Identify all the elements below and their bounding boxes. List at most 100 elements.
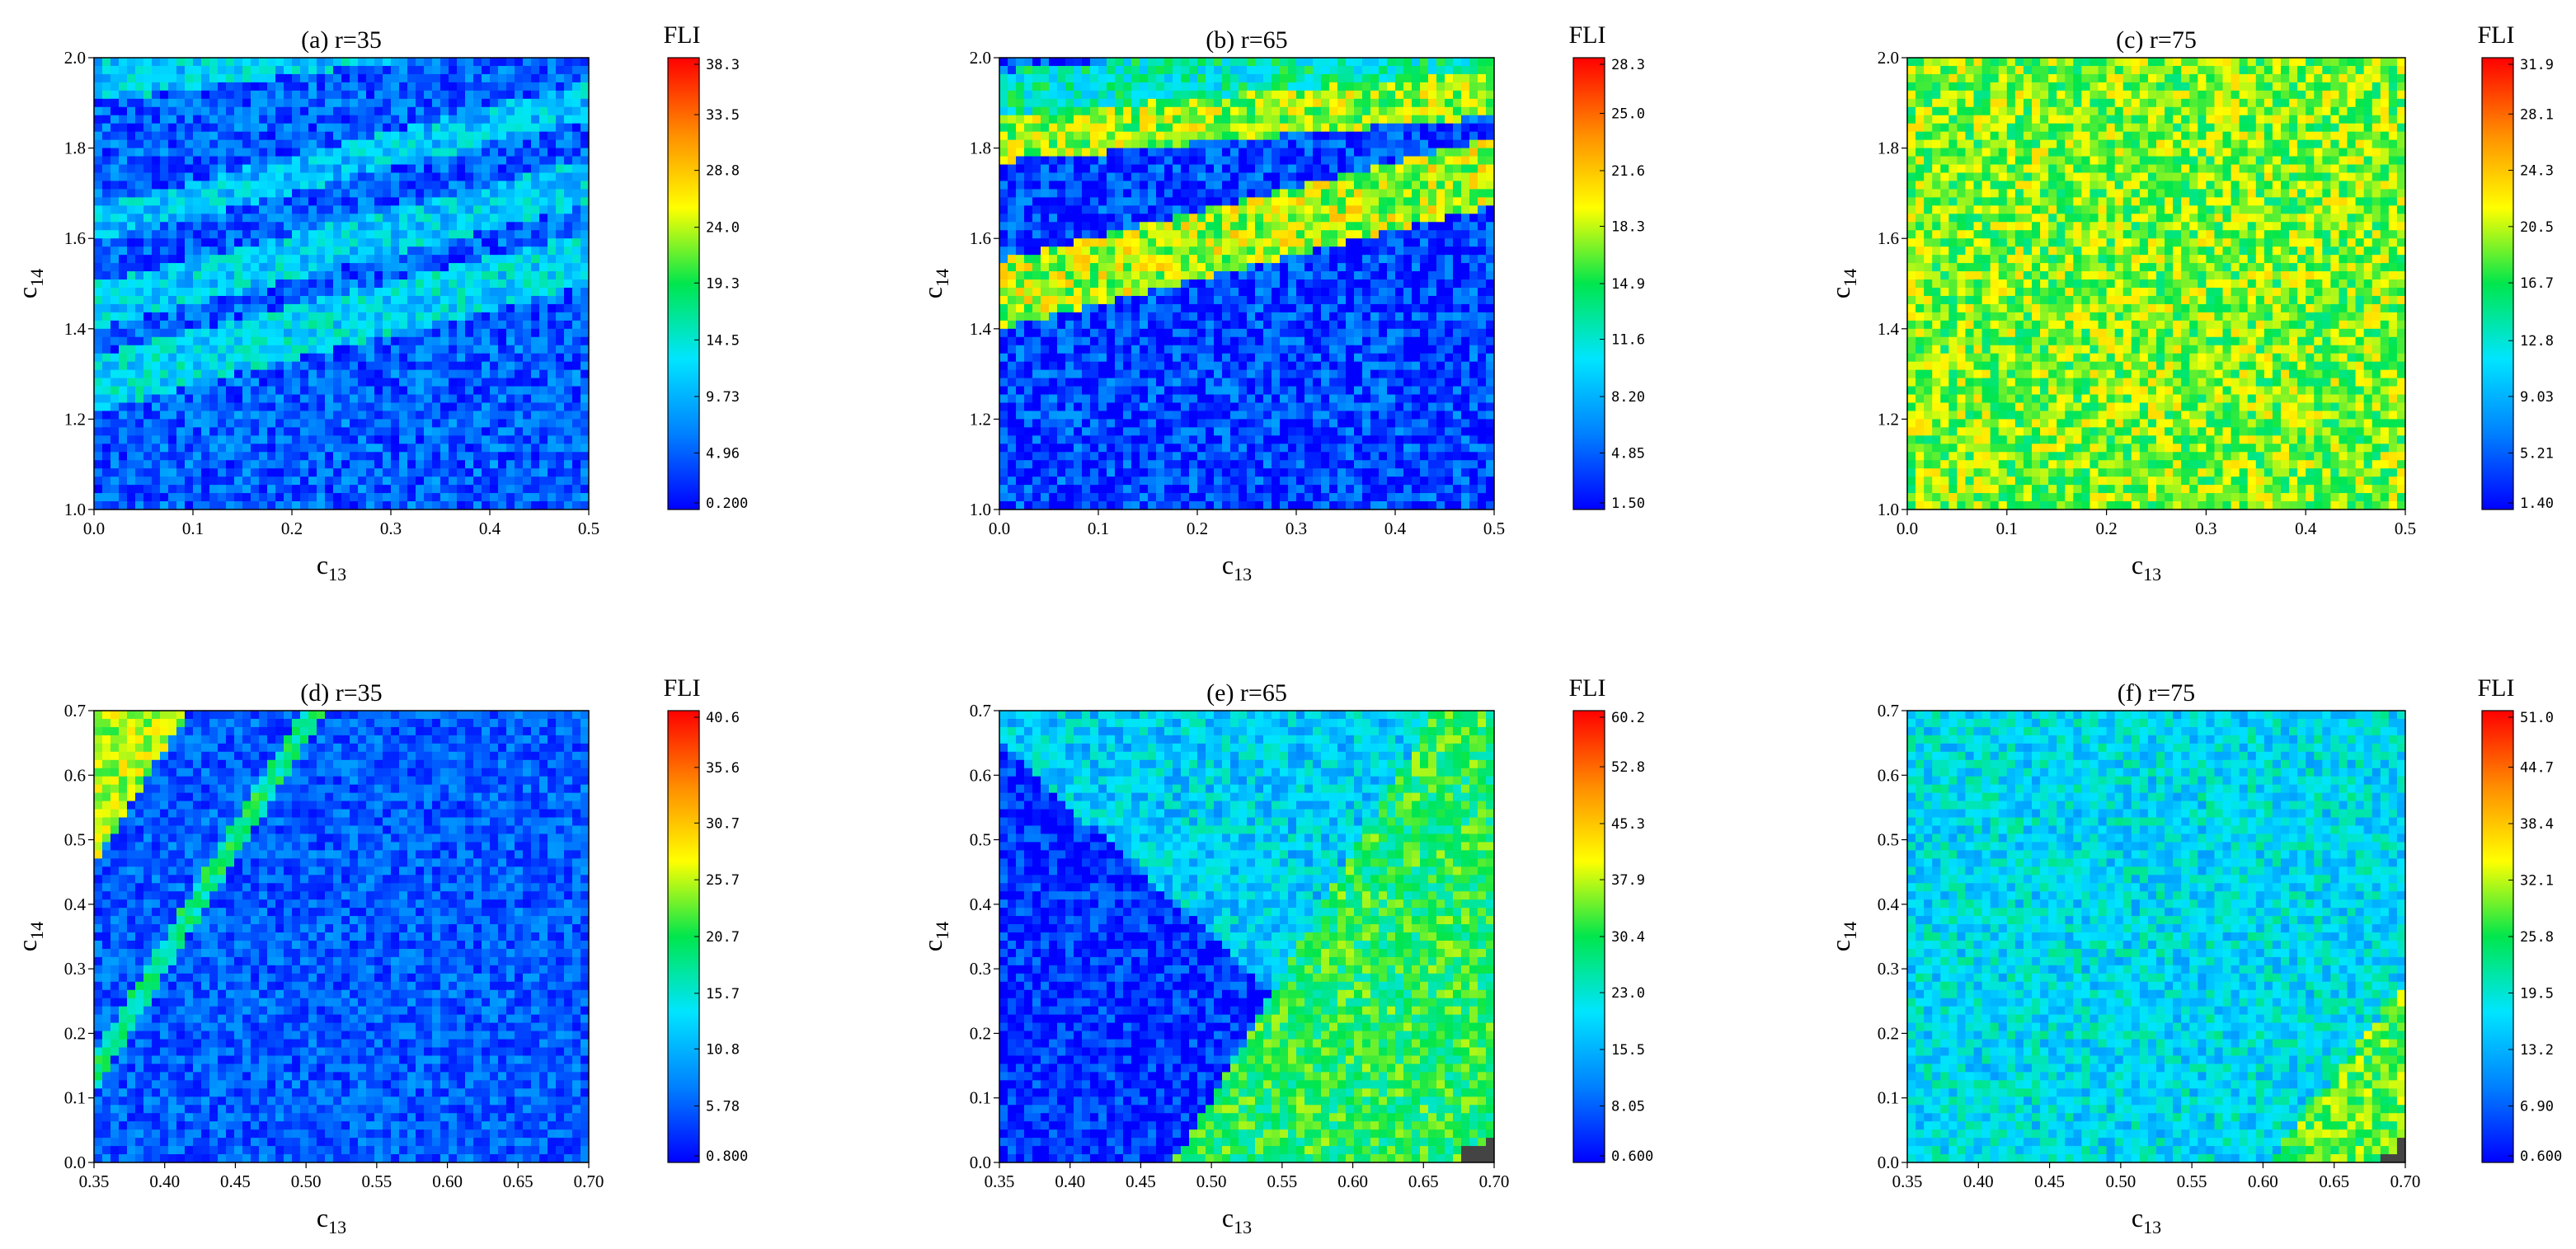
heatmap-cell [1148,402,1157,412]
heatmap-cell [399,106,408,116]
heatmap-cell [449,65,458,75]
heatmap-cell [1008,427,1017,436]
heatmap-cell [308,287,317,297]
x-tick-label: 0.0 [83,519,105,538]
heatmap-cell [317,468,326,477]
heatmap-cell [490,255,499,264]
heatmap-cell [374,65,383,75]
heatmap-cell [317,353,326,363]
heatmap-cell [1115,65,1124,75]
heatmap-cell [473,485,482,494]
heatmap-cell [1115,230,1124,239]
heatmap-cell [531,156,540,166]
heatmap-cell [449,361,458,371]
heatmap-cell [556,279,565,289]
heatmap-cell [564,402,573,412]
heatmap-cell [416,82,425,92]
heatmap-cell [259,73,268,83]
heatmap-cell [399,238,408,247]
heatmap-cell [1115,58,1124,67]
heatmap-cell [110,287,120,297]
heatmap-cell [176,181,186,190]
heatmap-cell [185,197,194,206]
heatmap-cell [1197,222,1206,231]
heatmap-cell [383,378,392,387]
heatmap-cell [1239,164,1248,174]
heatmap-cell [325,460,334,469]
heatmap-cell [407,73,416,83]
heatmap-cell [432,197,441,206]
heatmap-cell [1032,205,1041,214]
heatmap-cell [449,271,458,280]
heatmap-cell [1115,156,1124,166]
heatmap-cell [317,485,326,494]
heatmap-cell [440,460,449,469]
heatmap-cell [1074,345,1083,355]
heatmap-cell [350,320,359,330]
heatmap-cell [457,427,466,436]
heatmap-cell [358,444,367,453]
heatmap-cell [515,411,524,420]
heatmap-cell [1206,58,1215,67]
heatmap-cell [416,353,425,363]
heatmap-cell [383,123,392,133]
heatmap-cell [1181,287,1190,297]
heatmap-cell [168,255,177,264]
heatmap-cell [1074,303,1083,313]
heatmap-cell [449,58,458,67]
heatmap-cell [300,214,309,223]
heatmap-cell [1107,460,1116,469]
heatmap-cell [1057,222,1066,231]
heatmap-cell [465,82,474,92]
heatmap-cell [490,263,499,272]
heatmap-cell [1032,411,1041,420]
heatmap-cell [1090,287,1099,297]
heatmap-cell [300,106,309,116]
heatmap-cell [308,452,317,461]
heatmap-cell [1239,90,1248,100]
heatmap-cell [1115,501,1124,509]
heatmap-cell [482,394,491,404]
heatmap-cell [498,65,507,75]
heatmap-cell [308,336,317,346]
heatmap-cell [1008,402,1017,412]
heatmap-cell [416,197,425,206]
heatmap-cell [160,394,169,404]
heatmap-cell [1024,82,1033,92]
heatmap-cell [490,394,499,404]
heatmap-cell [1206,230,1215,239]
heatmap-cell [1148,328,1157,338]
heatmap-cell [506,214,515,223]
heatmap-cell [999,172,1008,182]
heatmap-cell [201,148,210,157]
heatmap-cell [1131,427,1140,436]
heatmap-cell [482,353,491,363]
heatmap-cell [242,271,251,280]
heatmap-cell [102,435,111,444]
heatmap-cell [383,411,392,420]
heatmap-cell [999,82,1008,92]
heatmap-cell [234,172,243,182]
heatmap-cell [152,303,161,313]
heatmap-cell [473,345,482,355]
heatmap-cell [1173,493,1182,502]
heatmap-cell [1131,172,1140,182]
heatmap-cell [317,452,326,461]
heatmap-cell [490,477,499,486]
heatmap-cell [572,287,581,297]
heatmap-cell [432,402,441,412]
heatmap-cell [1230,353,1239,363]
heatmap-cell [465,279,474,289]
heatmap-cell [160,386,169,396]
heatmap-cell [383,320,392,330]
heatmap-cell [1057,303,1066,313]
heatmap-cell [176,378,186,387]
heatmap-cell [1016,444,1025,453]
heatmap-cell [1123,58,1132,67]
heatmap-cell [449,90,458,100]
heatmap-cell [1222,444,1231,453]
heatmap-cell [201,189,210,198]
heatmap-cell [1057,139,1066,149]
heatmap-cell [143,468,153,477]
heatmap-cell [251,255,260,264]
